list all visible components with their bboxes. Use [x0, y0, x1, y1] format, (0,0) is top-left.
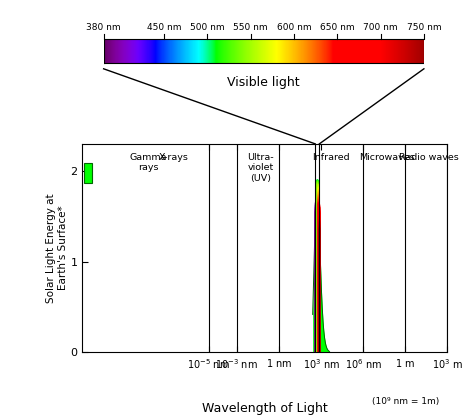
Text: 450 nm: 450 nm [147, 23, 181, 32]
Text: 550 nm: 550 nm [234, 23, 268, 32]
X-axis label: Wavelength of Light: Wavelength of Light [202, 402, 328, 414]
Text: 500 nm: 500 nm [190, 23, 225, 32]
Y-axis label: Solar Light Energy at
Earth's Surface*: Solar Light Energy at Earth's Surface* [46, 193, 68, 303]
Bar [83, 163, 92, 183]
Text: (10⁹ nm = 1m): (10⁹ nm = 1m) [372, 397, 439, 406]
Text: 650 nm: 650 nm [320, 23, 355, 32]
Text: 700 nm: 700 nm [363, 23, 398, 32]
Text: 380 nm: 380 nm [86, 23, 121, 32]
Text: Microwaves: Microwaves [359, 153, 415, 162]
Text: 600 nm: 600 nm [277, 23, 311, 32]
Text: Infrared: Infrared [312, 153, 350, 162]
Text: 750 nm: 750 nm [406, 23, 441, 32]
Text: Visible light: Visible light [227, 76, 300, 89]
Text: Ultra-
violet
(UV): Ultra- violet (UV) [247, 153, 274, 183]
Text: X-rays: X-rays [158, 153, 188, 162]
Text: Radio waves: Radio waves [399, 153, 459, 162]
Text: Gamma
rays: Gamma rays [130, 153, 167, 172]
